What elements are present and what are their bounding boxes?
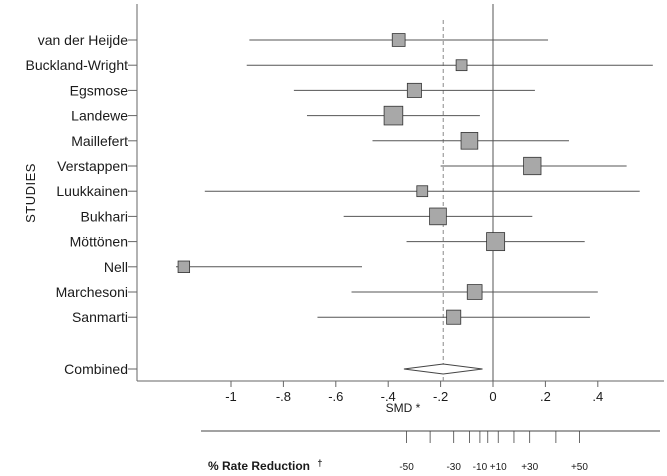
x-tick-label: -.4 [381, 389, 396, 404]
effect-marker [460, 132, 479, 150]
effect-marker [446, 309, 462, 325]
effect-marker [416, 185, 429, 198]
rate-reduction-label: -50 [399, 462, 414, 473]
rate-reduction-title: % Rate Reduction † [208, 458, 322, 473]
effect-marker [429, 207, 447, 226]
combined-label: Combined [64, 361, 128, 377]
x-tick-label: -.2 [433, 389, 448, 404]
study-label: Möttönen [70, 234, 128, 250]
combined-diamond [403, 363, 483, 375]
study-label: Luukkainen [56, 183, 128, 199]
x-tick-label: -.6 [328, 389, 343, 404]
x-axis-title: SMD * [386, 401, 421, 415]
rate-reduction-label: -10 [473, 462, 488, 473]
rate-reduction-label: -30 [446, 462, 461, 473]
x-tick-label: 0 [489, 389, 496, 404]
effect-marker [406, 82, 422, 98]
x-tick-label: -1 [225, 389, 237, 404]
effect-marker [383, 105, 404, 126]
x-tick-label: .4 [592, 389, 603, 404]
study-label: Nell [104, 259, 128, 275]
rate-reduction-label: +50 [571, 462, 588, 473]
effect-marker [466, 284, 483, 300]
study-label: Maillefert [71, 133, 128, 149]
effect-marker [455, 59, 468, 72]
study-label: Egsmose [70, 82, 129, 98]
effect-marker [486, 232, 506, 252]
rate-reduction-title-mark: † [317, 458, 322, 468]
rate-reduction-title-text: % Rate Reduction [208, 459, 310, 473]
study-label: Verstappen [57, 158, 128, 174]
study-label: van der Heijde [38, 32, 128, 48]
effect-marker [177, 260, 191, 273]
effect-marker [391, 33, 406, 47]
effect-marker [523, 156, 542, 176]
study-label: Sanmarti [72, 309, 128, 325]
rate-reduction-label: +10 [490, 462, 507, 473]
x-tick-label: .2 [540, 389, 551, 404]
chart-marks: van der Heijde Buckland-Wright Egsmose Land… [26, 4, 660, 473]
study-label: Marchesoni [56, 284, 128, 300]
x-tick-label: -.8 [276, 389, 291, 404]
y-axis-title: STUDIES [23, 163, 38, 223]
study-label: Buckland-Wright [26, 57, 129, 73]
rate-reduction-label: +30 [521, 462, 538, 473]
study-label: Landewe [71, 108, 128, 124]
study-label: Bukhari [81, 208, 128, 224]
